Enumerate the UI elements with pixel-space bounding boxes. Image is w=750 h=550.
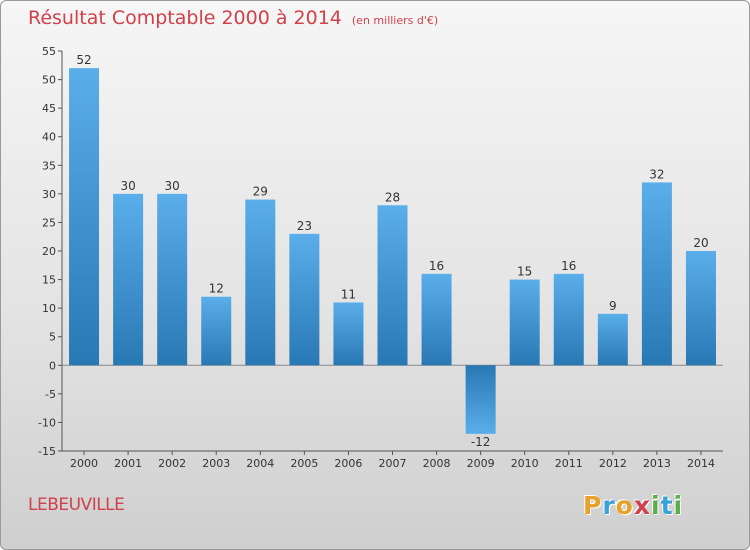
bar [685, 251, 716, 366]
data-label: 29 [253, 185, 268, 199]
logo-letter: t [660, 491, 674, 520]
x-tick-label: 2005 [290, 457, 318, 470]
data-label: -12 [471, 435, 491, 449]
x-tick-label: 2006 [334, 457, 362, 470]
x-tick-label: 2003 [202, 457, 230, 470]
data-label: 15 [517, 265, 532, 279]
logo-letter: x [633, 491, 651, 520]
title-row: Résultat Comptable 2000 à 2014 (en millie… [28, 7, 438, 29]
x-tick-label: 2014 [687, 457, 715, 470]
y-tick-label: 55 [42, 45, 56, 58]
bar [421, 273, 452, 366]
x-tick-label: 2007 [379, 457, 407, 470]
data-label: 23 [297, 219, 312, 233]
x-tick-label: 2010 [511, 457, 539, 470]
data-label: 12 [209, 282, 224, 296]
y-tick-label: 0 [49, 359, 56, 372]
bar [157, 193, 188, 366]
logo-letter: o [615, 491, 634, 520]
bar [641, 182, 672, 366]
y-tick-label: 50 [42, 74, 56, 87]
bar [553, 273, 584, 366]
data-label: 20 [693, 236, 708, 250]
y-tick-label: 20 [42, 245, 56, 258]
x-tick-label: 2004 [246, 457, 274, 470]
data-label: 16 [561, 259, 576, 273]
y-tick-label: 15 [42, 274, 56, 287]
data-label: 11 [341, 287, 356, 301]
bar [69, 68, 100, 366]
x-tick-label: 2001 [114, 457, 142, 470]
data-label: 30 [165, 179, 180, 193]
bar [201, 296, 232, 366]
y-tick-label: 25 [42, 216, 56, 229]
x-tick-label: 2012 [599, 457, 627, 470]
x-tick-label: 2008 [423, 457, 451, 470]
y-tick-label: -15 [38, 445, 56, 458]
bar [289, 233, 320, 366]
commune-name: LEBEUVILLE [28, 495, 125, 515]
x-tick-label: 2000 [70, 457, 98, 470]
proxiti-logo: Proxiti [583, 491, 683, 520]
x-tick-label: 2013 [643, 457, 671, 470]
bar [465, 365, 496, 434]
chart-title: Résultat Comptable 2000 à 2014 [28, 7, 342, 29]
bar [113, 193, 144, 366]
logo-letter: i [651, 491, 661, 520]
y-tick-label: -5 [45, 388, 56, 401]
x-tick-label: 2002 [158, 457, 186, 470]
x-tick-label: 2011 [555, 457, 583, 470]
y-tick-label: -10 [38, 416, 56, 429]
logo-letter: P [583, 491, 603, 520]
y-tick-label: 45 [42, 102, 56, 115]
data-label: 9 [609, 299, 617, 313]
bar [509, 279, 540, 366]
data-label: 30 [120, 179, 135, 193]
bar [377, 205, 408, 366]
bar [333, 302, 364, 366]
data-label: 32 [649, 167, 664, 181]
data-label: 16 [429, 259, 444, 273]
data-label: 28 [385, 190, 400, 204]
bar [245, 199, 276, 366]
x-tick-label: 2009 [467, 457, 495, 470]
y-tick-label: 10 [42, 302, 56, 315]
chart-subtitle: (en milliers d'€) [351, 14, 439, 27]
y-tick-label: 35 [42, 159, 56, 172]
data-label: 52 [76, 53, 91, 67]
y-tick-label: 5 [49, 331, 56, 344]
bar [597, 313, 628, 366]
y-tick-label: 30 [42, 188, 56, 201]
logo-letter: r [602, 491, 616, 520]
y-tick-label: 40 [42, 131, 56, 144]
logo-letter: i [673, 491, 684, 520]
